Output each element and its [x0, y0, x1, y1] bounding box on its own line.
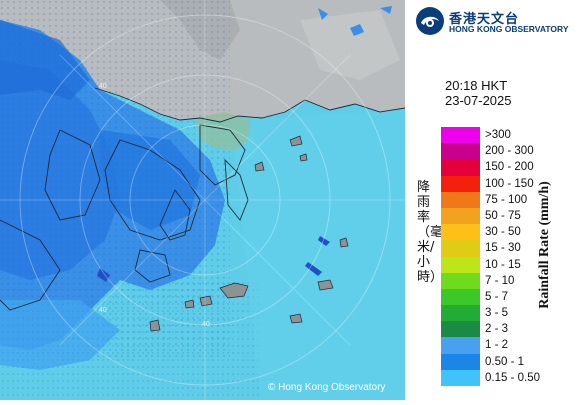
legend-swatch	[441, 240, 480, 257]
legend-title-cn: 降雨率（毫米/小時）	[417, 180, 444, 285]
legend-row: 30 - 50	[441, 224, 577, 241]
legend-label: >300	[485, 129, 511, 141]
ring-label: 40	[99, 307, 107, 314]
org-name-cn: 香港天文台	[449, 12, 520, 27]
legend-swatch	[441, 191, 480, 208]
range-rings	[19, 14, 391, 386]
radial-lines	[0, 0, 405, 400]
legend-row: 2 - 3	[441, 321, 577, 338]
ring-label: 40	[202, 321, 210, 328]
islands	[149, 135, 349, 332]
legend-label: 5 - 7	[485, 290, 509, 303]
legend-row: 0.50 - 1	[441, 353, 577, 370]
legend-row: 0.15 - 0.50	[441, 369, 577, 386]
legend-label: 200 - 300	[485, 145, 534, 158]
hko-logo: 香港天文台 HONG KONG OBSERVATORY	[415, 6, 575, 36]
legend-row: 100 - 150	[441, 175, 577, 192]
hk-territory	[195, 112, 250, 150]
legend-row: >300	[441, 127, 577, 144]
legend-panel: 香港天文台 HONG KONG OBSERVATORY 20:18 HKT 23…	[405, 0, 577, 400]
radar-map: 40 40 40 © Hong Kong Observatory	[0, 0, 406, 400]
org-name-en: HONG KONG OBSERVATORY	[449, 24, 569, 34]
legend-label: 2 - 3	[485, 323, 509, 336]
ring-label: 40	[99, 83, 107, 90]
legend-row: 7 - 10	[441, 272, 577, 289]
legend-swatch	[441, 321, 480, 338]
date-text: 23-07-2025	[445, 93, 512, 108]
legend-row: 75 - 100	[441, 191, 577, 208]
legend-swatch	[441, 159, 480, 176]
legend-label: 100 - 150	[485, 177, 534, 190]
legend-row: 200 - 300	[441, 143, 577, 160]
legend-row: 5 - 7	[441, 288, 577, 306]
hko-logo-icon	[416, 7, 444, 35]
legend-label: 1 - 2	[485, 339, 509, 352]
legend-label: 75 - 100	[485, 193, 528, 206]
legend-swatch	[441, 175, 480, 192]
legend-row: 150 - 200	[441, 159, 577, 176]
legend-label: 10 - 15	[485, 258, 521, 271]
legend-swatch	[441, 337, 480, 354]
legend-scale: >300 200 - 300 150 - 200 100 - 150 75 - 100 5…	[441, 127, 577, 386]
legend-swatch	[441, 256, 480, 273]
rain-cell-southeast	[305, 262, 322, 276]
legend-swatch	[441, 224, 480, 241]
legend-label: 50 - 75	[485, 209, 521, 222]
legend-row: 15 - 30	[441, 240, 577, 257]
legend-row: 10 - 15	[441, 256, 577, 273]
legend-label: 30 - 50	[485, 226, 521, 239]
legend-label: 15 - 30	[485, 242, 521, 255]
legend-label: 3 - 5	[485, 307, 509, 320]
copyright-text: © Hong Kong Observatory	[268, 382, 386, 393]
legend-swatch	[441, 127, 480, 144]
legend-label: 150 - 200	[485, 161, 534, 174]
legend-row: 1 - 2	[441, 337, 577, 354]
legend-swatch	[441, 353, 480, 370]
timestamp: 20:18 HKT 23-07-2025	[445, 78, 512, 108]
legend-row: 3 - 5	[441, 305, 577, 322]
legend-swatch	[441, 143, 480, 160]
legend-label: 0.50 - 1	[485, 355, 524, 368]
legend-swatch	[441, 369, 480, 386]
legend-label: 7 - 10	[485, 274, 515, 287]
legend-swatch	[441, 272, 480, 289]
time-text: 20:18 HKT	[445, 78, 508, 93]
legend-swatch	[441, 207, 480, 225]
legend-row: 50 - 75	[441, 207, 577, 225]
legend-label: 0.15 - 0.50	[485, 371, 540, 384]
legend-swatch	[441, 288, 480, 306]
legend-swatch	[441, 305, 480, 322]
coastlines	[0, 87, 406, 311]
